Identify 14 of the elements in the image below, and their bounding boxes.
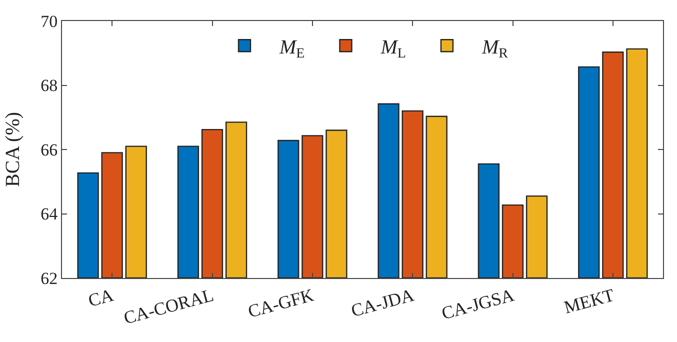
y-tick-label: 70 [40,12,58,31]
y-axis-title: BCA (%) [2,112,24,187]
x-tick-label: CA [86,284,116,311]
y-tick-label: 62 [40,268,58,288]
legend-label: M$_{R}$ [480,36,509,62]
y-tick-label: 68 [40,76,58,96]
x-tick-label: CA-JDA [348,284,416,321]
legend-label: M$_{E}$ [278,36,305,62]
x-tick-label: MEKT [562,284,616,318]
y-tick-label: 66 [40,140,58,160]
x-tick-label: CA-JGSA [439,284,516,324]
legend-label: M$_{L}$ [380,36,406,62]
x-tick-label: CA-GFK [246,284,316,322]
y-tick-label: 64 [40,204,58,224]
